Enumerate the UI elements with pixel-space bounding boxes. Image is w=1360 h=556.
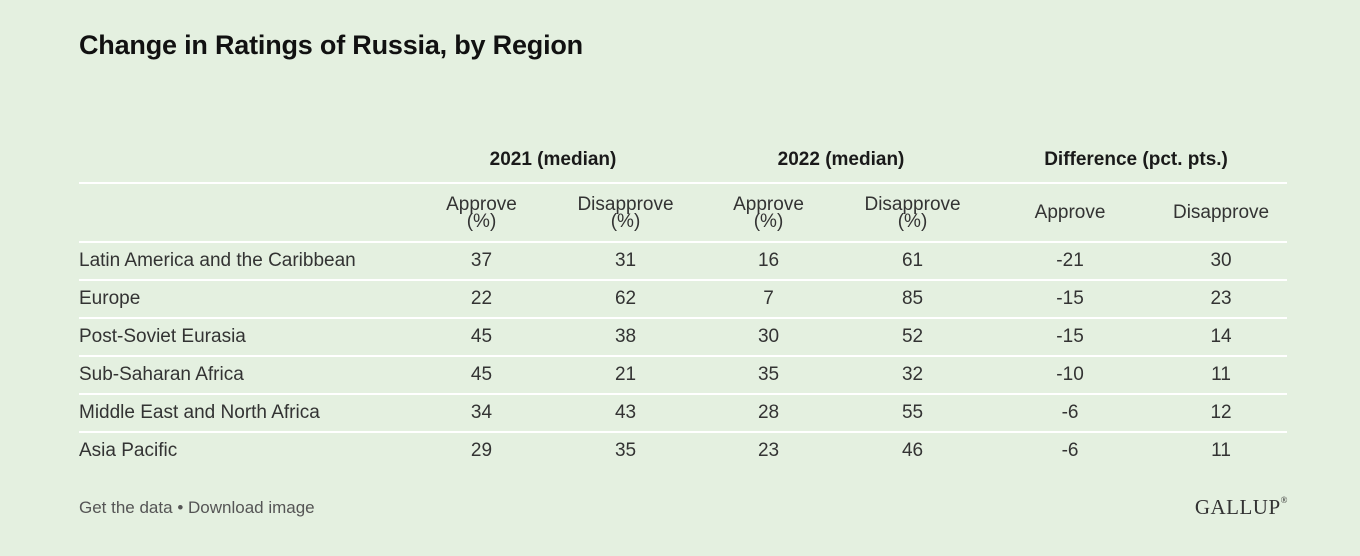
value-cell: 28 bbox=[697, 394, 841, 433]
gallup-logo: GALLUP® bbox=[1195, 495, 1288, 520]
column-header-line2: (%) bbox=[753, 210, 784, 232]
value-cell: -6 bbox=[1061, 440, 1079, 461]
value-cell: 30 bbox=[1155, 242, 1288, 281]
get-data-link[interactable]: Get the data bbox=[79, 498, 173, 517]
region-cell: Middle East and North Africa bbox=[79, 394, 409, 433]
column-header-line2: (%) bbox=[466, 210, 497, 232]
column-header: Disapprove (%) bbox=[840, 183, 986, 243]
value-cell: 45 bbox=[409, 356, 554, 395]
value-cell: 21 bbox=[554, 356, 698, 395]
value-cell: 61 bbox=[840, 242, 986, 281]
column-header: Disapprove (%) bbox=[554, 183, 698, 243]
column-header-line1: Disapprove bbox=[577, 193, 674, 215]
value-cell: 23 bbox=[757, 440, 780, 461]
value-cell: 45 bbox=[409, 318, 554, 357]
value-cell: 38 bbox=[554, 318, 698, 357]
table-header: 2021 (median) 2022 (median) Difference (… bbox=[79, 138, 1288, 243]
value-cell: -6 bbox=[985, 394, 1156, 433]
column-header-line1: Disapprove bbox=[864, 193, 961, 215]
column-header-line1: Disapprove bbox=[1172, 202, 1270, 223]
column-header-line1: Approve bbox=[446, 193, 517, 215]
column-header-line2: (%) bbox=[897, 210, 928, 232]
table-row: Middle East and North Africa 34 43 28 55 -6 12 bbox=[79, 394, 1288, 433]
value-cell: 85 bbox=[840, 280, 986, 319]
value-cell: 12 bbox=[1155, 394, 1288, 433]
value-cell: 32 bbox=[840, 356, 986, 395]
value-cell: -15 bbox=[985, 280, 1156, 319]
value-cell: 23 bbox=[1155, 280, 1288, 319]
value-cell: 46 bbox=[901, 440, 924, 461]
column-header: Approve (%) bbox=[409, 183, 554, 243]
table-body: Latin America and the Caribbean 37 31 16 61-… bbox=[79, 242, 1288, 469]
value-cell: 37 bbox=[409, 242, 554, 281]
footer-separator: • bbox=[177, 498, 184, 517]
table-row: Europe 22 62 7 85 -15 23 bbox=[79, 280, 1288, 319]
column-header-line2: (%) bbox=[610, 210, 641, 232]
value-cell: 35 bbox=[697, 356, 841, 395]
value-cell: 35 bbox=[614, 440, 637, 461]
chart-title: Change in Ratings of Russia, by Region bbox=[79, 30, 583, 60]
region-cell: Asia Pacific bbox=[79, 440, 178, 461]
ratings-table: 2021 (median) 2022 (median) Difference (… bbox=[79, 138, 1288, 469]
value-cell: 11 bbox=[1211, 440, 1231, 461]
table-row: Asia Pacific 29 35 23 46 -6 11 bbox=[79, 432, 1287, 469]
column-group-2021: 2021 (median) bbox=[409, 138, 698, 184]
value-cell: 22 bbox=[409, 280, 554, 319]
table-row: Latin America and the Caribbean 37 31 16 61-… bbox=[79, 242, 1288, 281]
value-cell: 29 bbox=[470, 440, 493, 461]
region-group-header bbox=[79, 138, 409, 184]
region-column-header bbox=[79, 183, 409, 243]
value-cell: -10 bbox=[985, 356, 1156, 395]
download-image-link[interactable]: Download image bbox=[188, 498, 315, 517]
region-cell: Europe bbox=[79, 280, 409, 319]
column-header: Approve (%) bbox=[697, 183, 841, 243]
region-cell: Latin America and the Caribbean bbox=[79, 242, 409, 281]
column-header-line1: Approve bbox=[733, 193, 804, 215]
ratings-table-container: 2021 (median) 2022 (median) Difference (… bbox=[79, 138, 1288, 469]
value-cell: 55 bbox=[840, 394, 986, 433]
column-header-line1: Approve bbox=[1034, 202, 1106, 223]
column-header: Approve bbox=[985, 183, 1156, 243]
table-row: Sub-Saharan Africa 45 21 35 32 -10 11 bbox=[79, 356, 1288, 395]
region-cell: Sub-Saharan Africa bbox=[79, 356, 409, 395]
value-cell: 14 bbox=[1155, 318, 1288, 357]
footer-links: Get the data • Download image bbox=[79, 498, 315, 518]
logo-text: GALLUP bbox=[1194, 495, 1281, 519]
value-cell: 16 bbox=[697, 242, 841, 281]
value-cell: 52 bbox=[840, 318, 986, 357]
column-header-row: Approve (%) Disapprove (%) Approve (%) Disa… bbox=[79, 183, 1288, 243]
column-group-row: 2021 (median) 2022 (median) Difference (… bbox=[79, 138, 1288, 184]
column-header: Disapprove bbox=[1155, 183, 1288, 243]
value-cell: 11 bbox=[1155, 356, 1288, 395]
column-group-2022: 2022 (median) bbox=[697, 138, 986, 184]
value-cell: 34 bbox=[409, 394, 554, 433]
value-cell: 62 bbox=[554, 280, 698, 319]
value-cell: 31 bbox=[554, 242, 698, 281]
value-cell: 30 bbox=[697, 318, 841, 357]
value-cell: -21 bbox=[985, 242, 1156, 281]
value-cell: 43 bbox=[554, 394, 698, 433]
value-cell: -15 bbox=[985, 318, 1156, 357]
value-cell: 7 bbox=[697, 280, 841, 319]
column-group-difference: Difference (pct. pts.) bbox=[985, 138, 1288, 184]
region-cell: Post-Soviet Eurasia bbox=[79, 318, 409, 357]
table-row: Post-Soviet Eurasia 45 38 30 52 -15 14 bbox=[79, 318, 1288, 357]
logo-registered-mark: ® bbox=[1280, 495, 1288, 505]
